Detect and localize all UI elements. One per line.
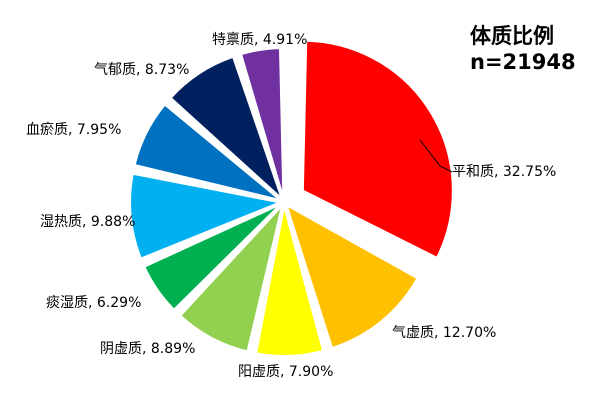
slice-label-6: 血瘀质, 7.95% <box>26 121 121 138</box>
leader-line <box>419 139 453 173</box>
slice-label-4: 痰湿质, 6.29% <box>46 295 141 311</box>
slice-label-0: 平和质, 32.75% <box>452 164 556 180</box>
chart-subtitle: n=21948 <box>470 50 576 74</box>
slice-label-8: 特禀质, 4.91% <box>212 32 307 48</box>
slice-label-7: 气郁质, 8.73% <box>94 62 189 78</box>
slice-label-2: 阳虚质, 7.90% <box>238 364 333 380</box>
pie-slice-1 <box>284 202 419 350</box>
pie-slice-3 <box>178 202 284 353</box>
pie-slice-2 <box>254 205 325 357</box>
pie-slice-6 <box>133 103 282 202</box>
pie-slice-7 <box>169 55 283 200</box>
pie-slice-4 <box>142 203 282 312</box>
pie-slice-0 <box>301 39 454 260</box>
slice-label-3: 阴虚质, 8.89% <box>100 341 195 357</box>
chart-title: 体质比例 <box>470 24 554 48</box>
slice-label-5: 湿热质, 9.88% <box>40 214 135 230</box>
pie-slice-8 <box>239 47 285 199</box>
pie-slice-5 <box>129 172 284 260</box>
slice-label-1: 气虚质, 12.70% <box>392 325 496 341</box>
